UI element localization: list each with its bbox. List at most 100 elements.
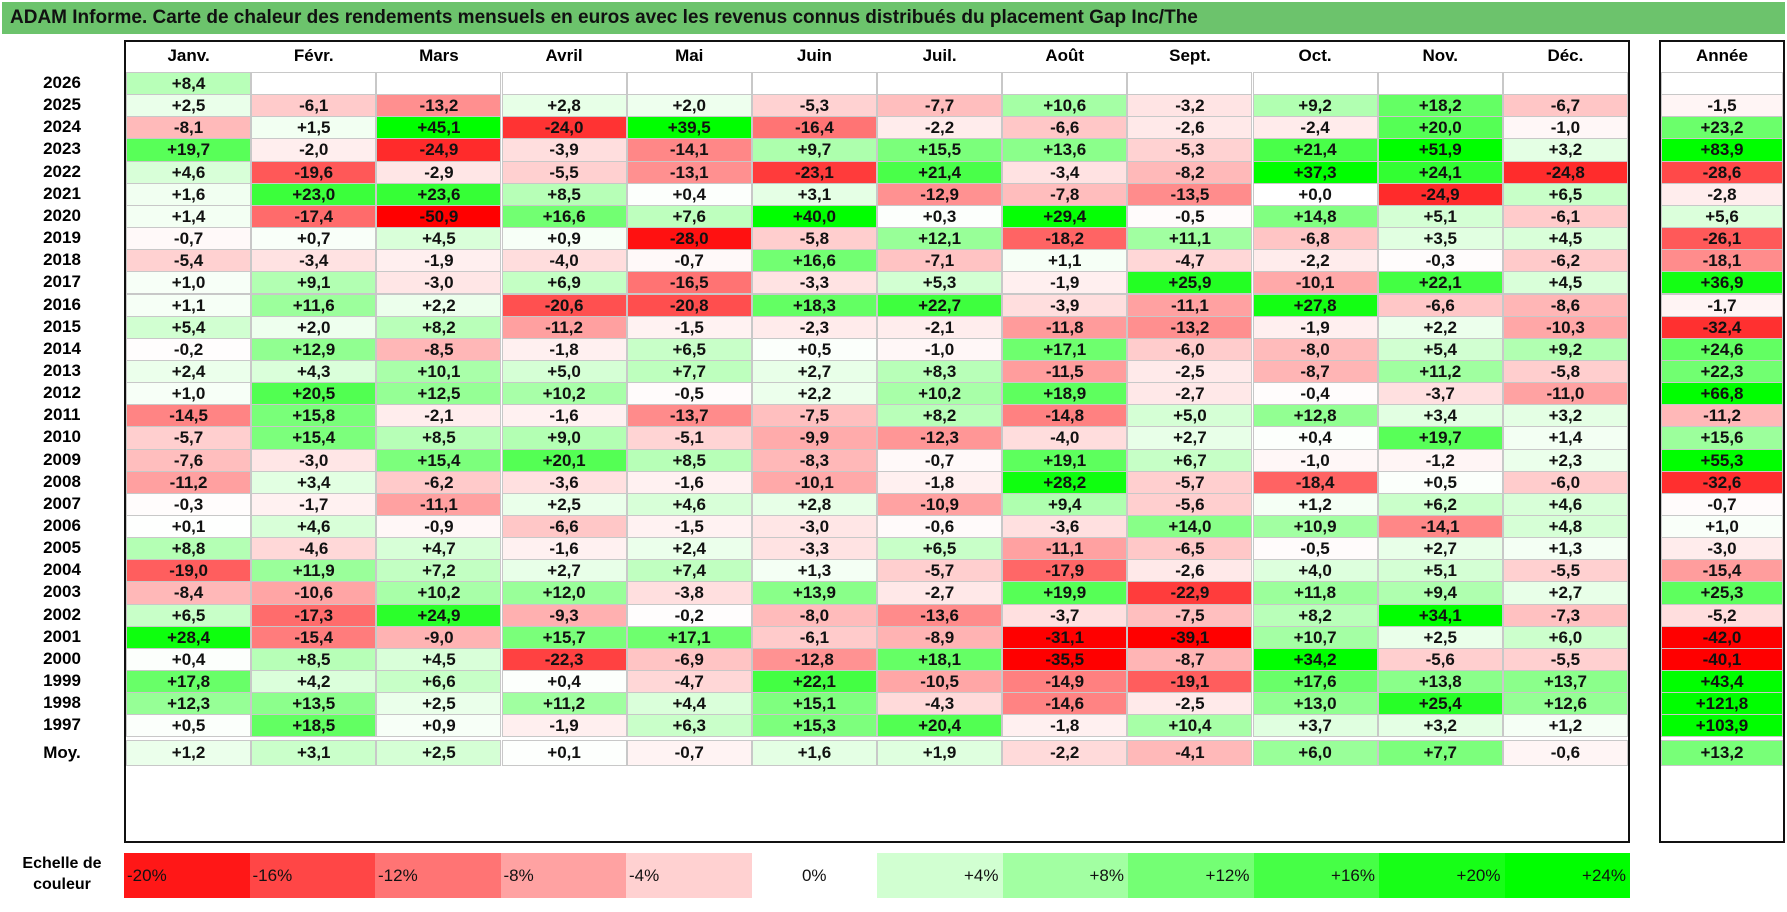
heatmap-cell: -24,9 [1377, 182, 1503, 206]
heatmap-cell: -5,5 [1502, 559, 1628, 583]
scale-swatch: +4% [877, 853, 1003, 898]
heatmap-cell: -20,8 [626, 293, 752, 317]
heatmap-cell: +5,1 [1377, 559, 1503, 583]
heatmap-cell: +8,2 [376, 315, 502, 339]
heatmap-cell: -2,9 [376, 160, 502, 184]
heatmap-cell: +19,7 [1377, 426, 1503, 450]
heatmap-cell: +0,9 [376, 714, 502, 738]
heatmap-cell: +3,2 [1377, 714, 1503, 738]
heatmap-cell: +1,3 [751, 559, 877, 583]
year-label: 2018 [43, 250, 81, 270]
heatmap-cell: +7,7 [626, 359, 752, 384]
heatmap-cell [501, 72, 627, 96]
heatmap-cell: -13,2 [1127, 315, 1253, 339]
year-label: 2014 [43, 338, 81, 358]
heatmap-cell: -6,6 [1002, 116, 1128, 140]
heatmap-cell: +6,5 [626, 337, 752, 361]
month-header: Juil. [922, 46, 957, 65]
heatmap-cell: -3,2 [1127, 94, 1253, 118]
heatmap-cell: -4,6 [251, 537, 377, 561]
heatmap-cell: +12,1 [877, 227, 1003, 251]
heatmap-cell: -31,1 [1002, 625, 1128, 649]
heatmap-cell: -1,0 [877, 337, 1003, 361]
heatmap-cell: -8,5 [376, 337, 502, 361]
heatmap-cell: +51,9 [1377, 138, 1503, 162]
heatmap-cell: -4,7 [1127, 249, 1253, 273]
average-cell: +6,0 [1252, 739, 1378, 766]
heatmap-cell: -10,9 [877, 492, 1003, 516]
heatmap-cell: +2,0 [251, 315, 377, 339]
heatmap-cell: +24,1 [1377, 160, 1503, 184]
heatmap-cell: +21,4 [877, 160, 1003, 184]
heatmap-cell [877, 72, 1003, 96]
month-header: Oct. [1298, 46, 1332, 65]
heatmap-cell: -1,9 [1252, 315, 1378, 339]
heatmap-cell: -20,6 [501, 293, 627, 317]
heatmap-cell: -5,7 [126, 426, 252, 450]
heatmap-cell: -24,8 [1502, 160, 1628, 184]
month-header: Févr. [293, 46, 334, 65]
heatmap-cell: +24,9 [376, 603, 502, 627]
heatmap-cell: -3,4 [1002, 160, 1128, 184]
heatmap-cell: +6,2 [1377, 492, 1503, 516]
heatmap-cell: +5,3 [877, 271, 1003, 295]
heatmap-cell: +18,1 [877, 647, 1003, 672]
heatmap-cell: -10,5 [877, 670, 1003, 694]
year-label: 2004 [43, 560, 81, 580]
monthly-heatmap-grid: Janv. Févr. Mars Avril Mai Juin Juil. Août Sept.… [124, 40, 1630, 843]
heatmap-cell: +37,3 [1252, 160, 1378, 184]
heatmap-cell: -2,7 [1127, 382, 1253, 406]
heatmap-cell: +10,4 [1127, 714, 1253, 738]
heatmap-cell: +4,5 [1502, 227, 1628, 251]
heatmap-cell: +18,5 [251, 714, 377, 738]
heatmap-cell: -9,0 [376, 625, 502, 649]
heatmap-cell: +1,0 [126, 271, 252, 295]
heatmap-cell: +0,5 [751, 337, 877, 361]
heatmap-cell: -3,4 [251, 249, 377, 273]
annual-cell: +25,3 [1661, 581, 1783, 605]
heatmap-cell: -22,3 [501, 647, 627, 672]
heatmap-cell: +15,3 [751, 714, 877, 738]
heatmap-cell [251, 72, 377, 96]
heatmap-cell: -1,8 [501, 337, 627, 361]
heatmap-cell: +2,8 [501, 94, 627, 118]
annual-cell: -18,1 [1661, 249, 1783, 273]
heatmap-cell: -7,6 [126, 448, 252, 472]
heatmap-cell: +8,5 [251, 647, 377, 672]
heatmap-cell: -6,9 [626, 647, 752, 672]
heatmap-cell: +10,2 [501, 382, 627, 406]
heatmap-cell: +4,5 [376, 227, 502, 251]
annual-cell: -1,7 [1661, 293, 1783, 317]
heatmap-cell: -9,3 [501, 603, 627, 627]
heatmap-cell: +18,3 [751, 293, 877, 317]
heatmap-cell: -1,0 [1252, 448, 1378, 472]
heatmap-cell: -6,5 [1127, 537, 1253, 561]
heatmap-cell: -18,2 [1002, 227, 1128, 251]
heatmap-cell: -5,3 [751, 94, 877, 118]
heatmap-cell: -1,8 [1002, 714, 1128, 738]
heatmap-cell: +18,2 [1377, 94, 1503, 118]
heatmap-cell: +9,1 [251, 271, 377, 295]
heatmap-cell: +0,4 [501, 670, 627, 694]
heatmap-cell: +2,8 [751, 492, 877, 516]
heatmap-cell: -4,0 [501, 249, 627, 273]
heatmap-cell: -13,7 [626, 404, 752, 428]
year-label: 2010 [43, 427, 81, 447]
heatmap-cell: -14,1 [626, 138, 752, 162]
heatmap-cell: -2,2 [877, 116, 1003, 140]
heatmap-cell: -0,7 [126, 227, 252, 251]
heatmap-cell: -1,6 [501, 537, 627, 561]
heatmap-cell: -0,4 [1252, 382, 1378, 406]
heatmap-cell: +6,5 [1502, 182, 1628, 206]
heatmap-cell: +25,4 [1377, 692, 1503, 716]
heatmap-cell: +4,4 [626, 692, 752, 716]
scale-swatch: +8% [1002, 853, 1128, 898]
heatmap-cell: +4,6 [251, 515, 377, 539]
heatmap-cell: -6,8 [1252, 227, 1378, 251]
heatmap-cell: +2,0 [626, 94, 752, 118]
heatmap-cell: -7,1 [877, 249, 1003, 273]
heatmap-cell: -2,7 [877, 581, 1003, 605]
heatmap-cell: -0,2 [126, 337, 252, 361]
heatmap-cell: +2,4 [626, 537, 752, 561]
heatmap-cell: -7,3 [1502, 603, 1628, 627]
